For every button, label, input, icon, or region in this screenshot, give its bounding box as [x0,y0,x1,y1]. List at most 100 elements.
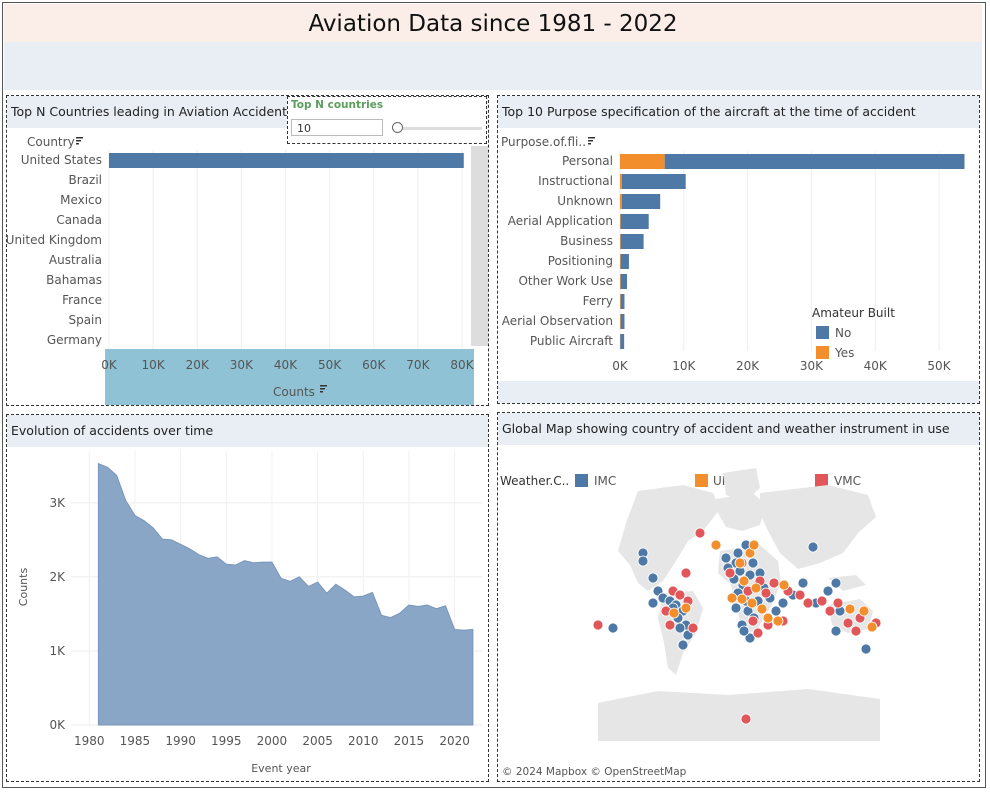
accident-point-vmc [794,589,806,601]
accident-point-unk [738,575,750,587]
topn-parameter-title: Top N countries [291,99,384,111]
accident-point-vmc [664,619,676,631]
purpose-label: Other Work Use [518,274,613,288]
accident-point-unk [762,612,774,624]
accident-point-unk [772,615,784,627]
accidents-area [97,462,474,726]
accident-point-imc [637,555,649,567]
country-label: Germany [47,333,102,347]
accident-point-vmc [592,619,604,631]
purpose-bar-yes [620,154,665,169]
purpose-bar-no [620,294,625,309]
accident-point-unk [680,602,692,614]
accident-point-imc [607,622,619,634]
purpose-bar-no [620,314,625,329]
accident-point-imc [830,625,842,637]
purpose-bottom-band [498,381,979,403]
evo-x-tick: 1995 [211,734,242,748]
topn-parameter[interactable]: Top N countries 10 [287,96,487,144]
accident-point-vmc [694,527,706,539]
purpose-x-tick: 30K [800,359,824,373]
countries-panel[interactable]: Top N Countries leading in Aviation Acci… [6,95,489,406]
purpose-bar-no [621,194,661,209]
countries-sort-icon [76,137,83,145]
countries-bar-chart[interactable]: Country United States Brazil Mexico Canada Un… [7,96,488,405]
evo-x-tick: 1985 [120,734,151,748]
world-map[interactable] [498,413,979,781]
legend-label-no: No [835,326,852,340]
purpose-label: Positioning [548,254,613,268]
country-label: United States [21,153,102,167]
purpose-x-tick: 20K [736,359,760,373]
purpose-bar-yes [620,254,621,269]
evo-x-tick: 2005 [302,734,333,748]
evo-x-tick: 1980 [74,734,105,748]
purpose-label: Public Aircraft [530,334,613,348]
evo-x-axis-label: Event year [251,762,311,775]
countries-x-tick: 30K [230,358,254,372]
countries-axis-band [105,349,474,405]
accident-point-unk [736,593,748,605]
purpose-panel[interactable]: Top 10 Purpose specification of the airc… [497,95,980,404]
map-panel[interactable]: Global Map showing country of accident a… [497,412,980,782]
topn-slider-knob[interactable] [392,122,403,133]
land-mass [760,485,876,569]
purpose-label: Instructional [538,174,613,188]
purpose-label: Aerial Observation [502,314,613,328]
purpose-bar-no [620,254,629,269]
country-label: Mexico [60,193,102,207]
legend-swatch-unk[interactable] [695,474,708,487]
accident-point-unk [750,582,762,594]
purpose-bar-chart[interactable]: Purpose.of.fli.. Personal Instructional Unk… [498,96,979,403]
accident-point-unk [756,603,768,615]
legend-swatch-yes[interactable] [816,346,829,359]
topn-input[interactable]: 10 [291,119,383,136]
purpose-label: Personal [562,154,613,168]
accident-point-vmc [850,625,862,637]
evo-x-tick: 2020 [439,734,470,748]
evo-y-tick: 0K [49,718,66,732]
purpose-label: Business [560,234,613,248]
country-label: Canada [56,213,102,227]
topn-slider-track[interactable] [392,127,482,130]
accident-point-vmc [752,627,764,639]
evolution-panel-title: Evolution of accidents over time [7,415,488,447]
weather-legend-title: Weather.C.. [500,474,570,488]
title-band [4,42,982,90]
dashboard-title: Aviation Data since 1981 - 2022 [4,4,982,42]
evo-y-tick: 3K [49,496,66,510]
country-label: France [62,293,102,307]
purpose-bar-yes [620,314,621,329]
evo-x-tick: 2000 [257,734,288,748]
purpose-label: Ferry [583,294,613,308]
accident-point-imc [647,572,659,584]
purpose-x-tick: 40K [864,359,888,373]
legend-swatch-imc[interactable] [575,474,588,487]
country-label: United Kingdom [7,233,102,247]
accident-point-imc [744,632,756,644]
accident-point-unk [746,597,758,609]
accident-point-unk [844,603,856,615]
evolution-panel[interactable]: Evolution of accidents over time 0K 1K 2K 3… [6,414,489,782]
purpose-panel-title: Top 10 Purpose specification of the airc… [498,96,979,128]
evolution-area-chart[interactable]: 0K 1K 2K 3K 1980 1985 1990 1995 2000 2005 2010 2015… [7,415,488,781]
purpose-bar-no [621,174,686,189]
accident-point-vmc [842,617,854,629]
legend-swatch-no[interactable] [816,326,829,339]
accident-point-imc [720,552,732,564]
accident-point-vmc [832,597,844,609]
accident-point-unk [726,592,738,604]
accident-point-unk [866,621,878,633]
accident-point-imc [647,597,659,609]
legend-label-yes: Yes [835,346,855,360]
purpose-dim-label: Purpose.of.fli.. [501,135,586,149]
purpose-bar-yes [620,174,622,189]
evo-x-tick: 1990 [165,734,196,748]
purpose-label: Unknown [557,194,613,208]
accident-point-imc [860,643,872,655]
accident-point-unk [710,539,722,551]
legend-swatch-vmc[interactable] [815,474,828,487]
country-label: Spain [68,313,102,327]
accident-point-imc [807,541,819,553]
accident-point-vmc [768,577,780,589]
